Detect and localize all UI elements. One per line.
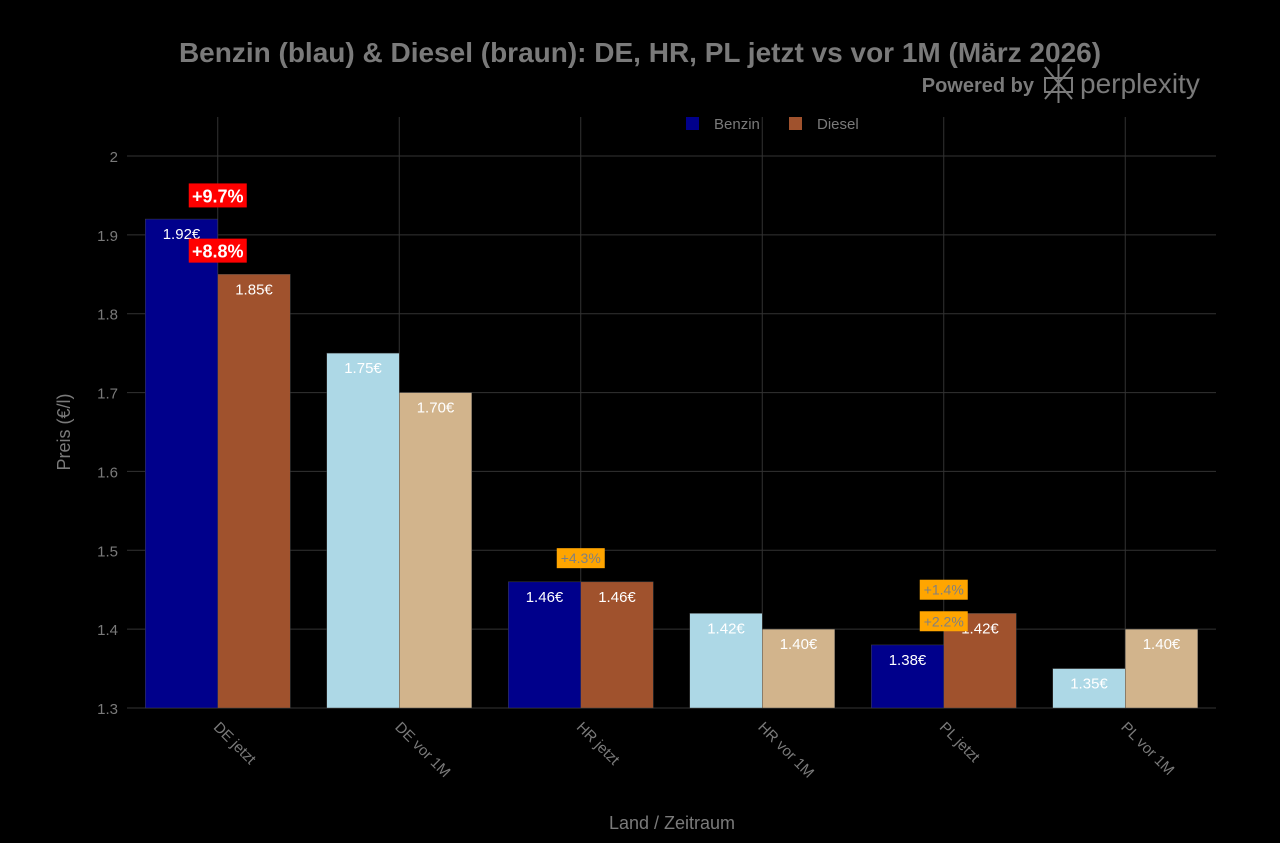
data-label: 1.40€	[1143, 636, 1181, 653]
data-label: 1.35€	[1070, 676, 1108, 693]
annotation-text: +4.3%	[561, 550, 601, 566]
perplexity-logo-icon	[1044, 64, 1073, 103]
y-tick-label: 1.5	[97, 543, 118, 560]
y-axis-title: Preis (€/l)	[54, 393, 74, 470]
y-tick-label: 1.8	[97, 307, 118, 324]
annotation-badge	[188, 183, 247, 208]
chart-title: Benzin (blau) & Diesel (braun): DE, HR, …	[179, 37, 1101, 68]
y-tick-label: 1.3	[97, 701, 118, 718]
data-label: 1.70€	[417, 400, 455, 417]
y-tick-label: 1.7	[97, 386, 118, 403]
y-tick-label: 1.4	[97, 622, 118, 639]
annotation-text: +2.2%	[924, 613, 964, 629]
watermark-brand: perplexity	[1080, 68, 1200, 99]
annotation-text: +8.8%	[192, 242, 244, 262]
bar-diesel	[217, 274, 291, 709]
bar-benzin	[326, 352, 400, 709]
legend-swatch-diesel	[789, 117, 802, 130]
bar-benzin	[689, 613, 763, 709]
bar-diesel	[580, 581, 654, 709]
bar-diesel	[762, 628, 835, 709]
annotations: +9.7% +8.8% +4.3% +1.4% +2.2%	[188, 183, 968, 632]
data-label: 1.46€	[526, 589, 564, 606]
annotation-badge	[919, 611, 968, 632]
data-label: 1.46€	[598, 589, 636, 606]
y-tick-label: 1.6	[97, 464, 118, 481]
data-label: 1.42€	[961, 620, 999, 637]
data-label: 1.42€	[707, 620, 745, 637]
y-tick-label: 1.9	[97, 228, 118, 245]
legend: Benzin Diesel	[686, 116, 859, 133]
data-label: 1.85€	[235, 281, 273, 298]
watermark-text: Powered by	[922, 75, 1035, 97]
data-label: 1.40€	[780, 636, 818, 653]
bars: 1.92€1.75€1.46€1.42€1.38€1.35€1.85€1.70€…	[145, 218, 1198, 709]
bar-diesel	[1125, 628, 1198, 709]
legend-label: Diesel	[817, 116, 859, 133]
x-axis-title: Land / Zeitraum	[609, 813, 735, 833]
annotation-badge	[556, 548, 605, 569]
bar-benzin	[1052, 668, 1126, 709]
data-label: 1.38€	[889, 652, 927, 669]
bar-benzin	[145, 218, 218, 709]
annotation-badge	[919, 579, 968, 600]
annotation-text: +9.7%	[192, 186, 244, 206]
annotation-text: +1.4%	[924, 582, 964, 598]
data-label: 1.75€	[344, 360, 382, 377]
bar-diesel	[399, 392, 472, 709]
legend-swatch-benzin	[686, 117, 699, 130]
perplexity-watermark: Powered by perplexity	[922, 64, 1200, 103]
annotation-badge	[188, 238, 247, 263]
bar-benzin	[508, 581, 581, 709]
y-tick-label: 2	[110, 149, 118, 166]
legend-label: Benzin	[714, 116, 760, 133]
